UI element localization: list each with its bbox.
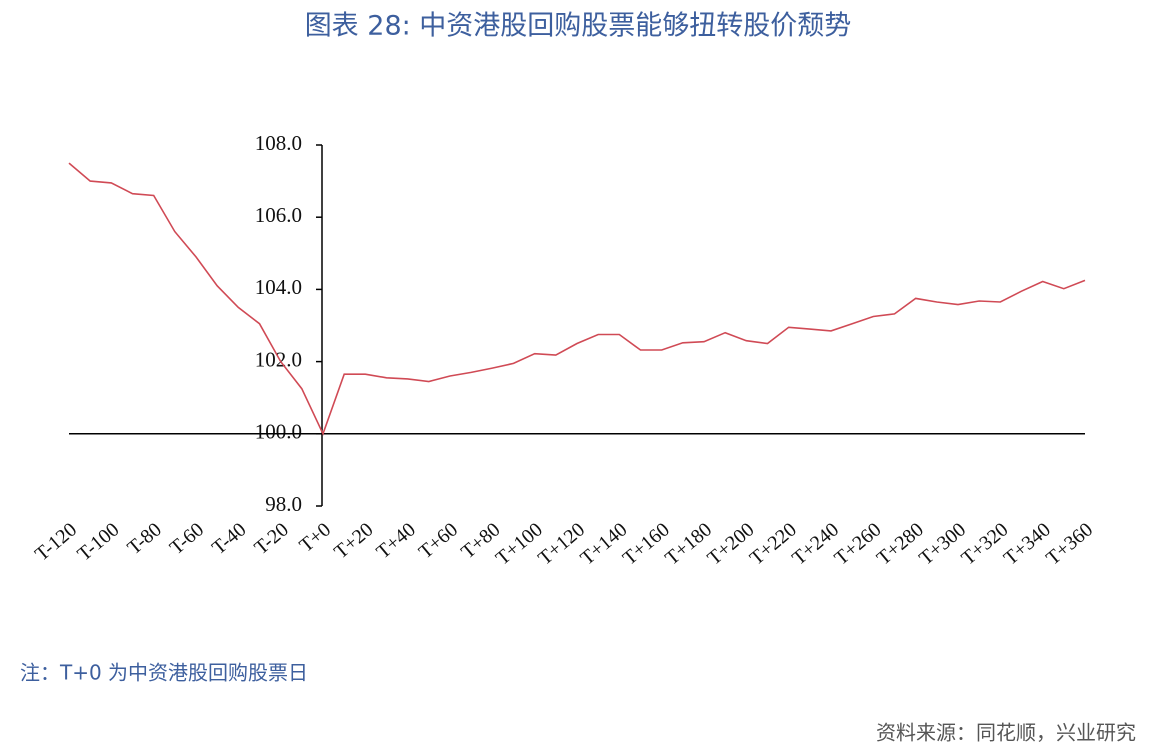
x-tick-label: T-100 (73, 518, 123, 565)
x-tick-label: T+180 (661, 518, 716, 569)
x-tick-label: T+20 (330, 518, 377, 563)
y-tick-label: 100.0 (255, 420, 302, 444)
x-tick-label: T+220 (746, 518, 801, 569)
x-tick-label: T+280 (873, 518, 928, 569)
x-tick-label: T-60 (166, 518, 209, 559)
y-tick-label: 106.0 (255, 203, 302, 227)
x-tick-label: T+360 (1042, 518, 1097, 569)
x-tick-label: T+120 (534, 518, 589, 569)
x-tick-label: T+0 (295, 518, 335, 556)
x-tick-label: T-80 (123, 518, 166, 559)
x-tick-label: T+160 (619, 518, 674, 569)
x-tick-label: T-40 (208, 518, 251, 559)
x-tick-label: T+200 (703, 518, 758, 569)
x-tick-label: T+100 (492, 518, 547, 569)
x-tick-label: T+240 (788, 518, 843, 569)
x-tick-label: T-20 (250, 518, 293, 559)
chart-title: 图表 28: 中资港股回购股票能够扭转股价颓势 (305, 11, 852, 42)
x-tick-label: T+320 (957, 518, 1012, 569)
note: 注：T+0 为中资港股回购股票日 (20, 661, 308, 685)
y-tick-label: 98.0 (265, 492, 302, 516)
x-tick-label: T+140 (576, 518, 631, 569)
x-tick-label: T+60 (415, 518, 462, 563)
source: 资料来源：同花顺，兴业研究 (876, 721, 1136, 745)
x-tick-label: T+40 (372, 518, 419, 563)
x-tick-label: T+260 (830, 518, 885, 569)
y-tick-label: 102.0 (255, 347, 302, 371)
x-tick-label: T+340 (1000, 518, 1055, 569)
line (68, 162, 1086, 436)
y-tick-label: 108.0 (255, 131, 302, 155)
y-tick-label: 104.0 (255, 275, 302, 299)
x-tick-label: T+300 (915, 518, 970, 569)
x-tick-label: T-120 (31, 518, 81, 565)
